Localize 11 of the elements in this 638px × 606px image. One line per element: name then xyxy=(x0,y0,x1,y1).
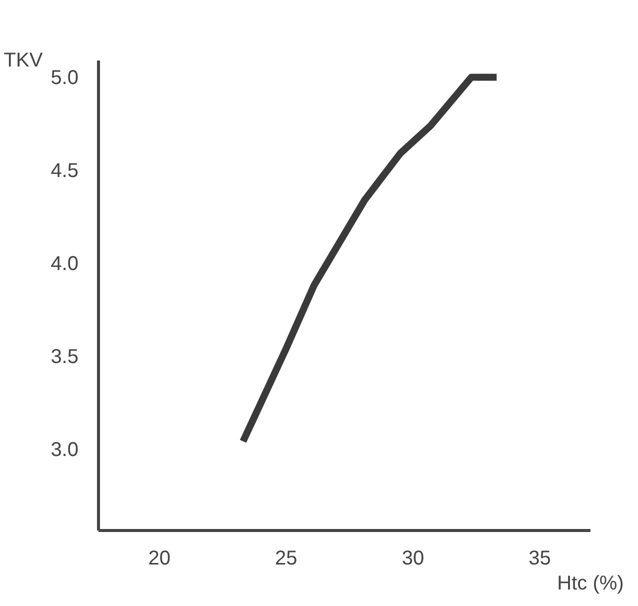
y-tick-label: 4.5 xyxy=(50,160,79,182)
x-tick-label: 20 xyxy=(148,548,170,570)
y-tick-label: 4.0 xyxy=(50,252,79,275)
y-axis-title: TKV xyxy=(4,50,44,72)
x-tick-label: 35 xyxy=(528,548,551,570)
y-tick-label: 3.0 xyxy=(50,438,79,461)
x-tick-label: 30 xyxy=(402,548,424,570)
y-tick-label: 5.0 xyxy=(50,67,79,90)
x-axis-title: Htc (%) xyxy=(557,572,624,594)
x-tick-label: 25 xyxy=(275,548,298,570)
y-tick-label: 3.5 xyxy=(50,346,79,368)
